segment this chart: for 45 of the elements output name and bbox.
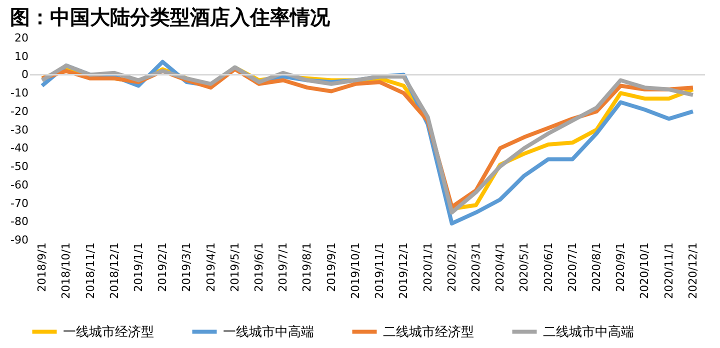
x-tick-label: 2020/9/1 bbox=[614, 242, 628, 292]
x-tick-label: 2019/10/1 bbox=[348, 242, 362, 299]
x-tick-label: 2020/10/1 bbox=[638, 242, 652, 299]
x-tick-label: 2020/12/1 bbox=[686, 242, 700, 299]
x-tick-label: 2019/8/1 bbox=[300, 242, 314, 292]
y-tick-label: 0 bbox=[22, 68, 28, 82]
y-tick-label: -60 bbox=[10, 178, 28, 192]
y-tick-label: -50 bbox=[10, 160, 28, 174]
x-tick-label: 2019/7/1 bbox=[276, 242, 290, 292]
y-tick-label: -70 bbox=[10, 196, 28, 210]
legend-label: 二线城市中高端 bbox=[543, 324, 634, 340]
y-tick-label: 10 bbox=[14, 50, 28, 63]
legend-label: 一线城市经济型 bbox=[63, 324, 154, 340]
legend-label: 一线城市中高端 bbox=[223, 324, 314, 340]
x-tick-label: 2020/2/1 bbox=[445, 242, 458, 292]
y-tick-label: -40 bbox=[10, 142, 28, 155]
x-tick-label: 2019/3/1 bbox=[180, 242, 194, 292]
x-tick-label: 2019/9/1 bbox=[324, 242, 338, 292]
x-tick-label: 2018/11/1 bbox=[84, 242, 97, 299]
x-tick-label: 2020/7/1 bbox=[566, 242, 579, 292]
x-tick-label: 2019/11/1 bbox=[373, 242, 386, 299]
y-tick-label: -30 bbox=[10, 123, 28, 136]
legend-label: 二线城市经济型 bbox=[383, 324, 474, 340]
x-tick-label: 2020/6/1 bbox=[542, 242, 555, 292]
x-tick-label: 2018/12/1 bbox=[108, 242, 121, 299]
x-tick-label: 2018/9/1 bbox=[36, 242, 49, 292]
x-tick-label: 2018/10/1 bbox=[60, 242, 73, 299]
y-tick-label: -80 bbox=[10, 215, 28, 228]
x-tick-label: 2020/5/1 bbox=[518, 242, 531, 292]
x-tick-label: 2020/1/1 bbox=[421, 242, 434, 292]
y-tick-label: -10 bbox=[10, 86, 28, 100]
y-tick-label: 20 bbox=[14, 32, 28, 44]
x-tick-label: 2020/8/1 bbox=[590, 242, 604, 292]
x-tick-label: 2020/4/1 bbox=[494, 242, 507, 292]
chart-title: 图：中国大陆分类型酒店入住率情况 bbox=[10, 5, 332, 29]
x-tick-label: 2019/1/1 bbox=[132, 242, 145, 292]
x-tick-label: 2019/12/1 bbox=[397, 242, 410, 299]
x-tick-label: 2019/4/1 bbox=[204, 242, 218, 292]
x-tick-label: 2019/6/1 bbox=[252, 242, 266, 292]
x-tick-label: 2019/2/1 bbox=[156, 242, 170, 292]
x-tick-label: 2020/3/1 bbox=[469, 242, 482, 292]
y-tick-label: -90 bbox=[10, 234, 28, 246]
x-tick-label: 2019/5/1 bbox=[228, 242, 242, 292]
y-tick-label: -20 bbox=[10, 104, 28, 118]
x-tick-label: 2020/11/1 bbox=[662, 242, 676, 299]
